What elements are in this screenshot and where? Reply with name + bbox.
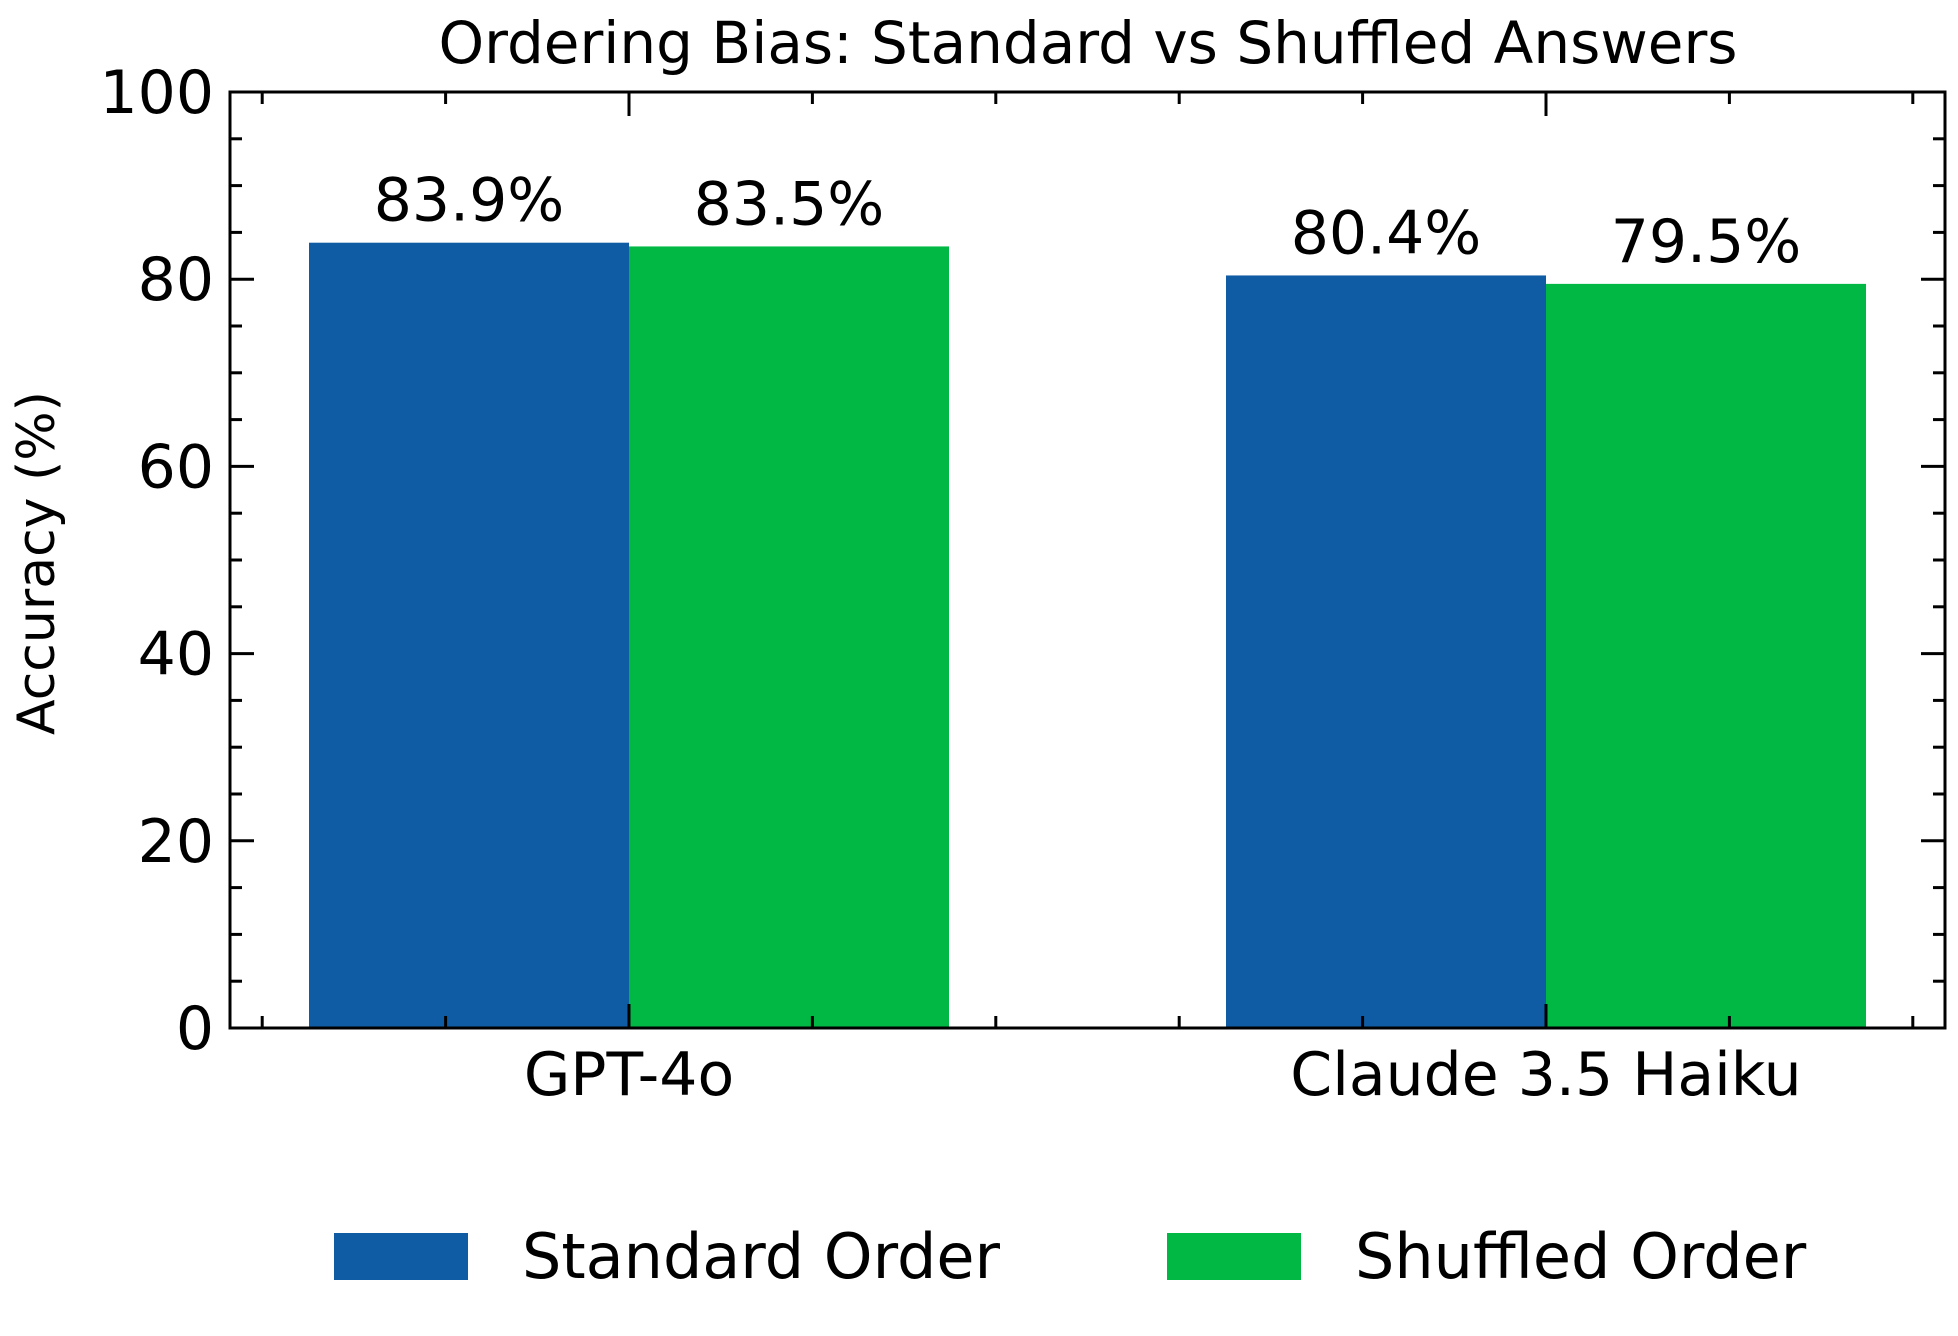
- y-tick-label: 0: [176, 994, 214, 1064]
- legend-label: Standard Order: [522, 1220, 1000, 1293]
- bar-data-label: 79.5%: [1611, 207, 1802, 277]
- x-tick-label: GPT-4o: [524, 1040, 734, 1110]
- legend-swatch-standard: [334, 1233, 468, 1280]
- y-axis-label: Accuracy (%): [7, 391, 67, 735]
- y-tick-label: 80: [138, 245, 214, 315]
- legend: Standard Order Shuffled Order: [334, 1220, 1807, 1293]
- y-tick-label: 20: [138, 807, 214, 877]
- bar-standard-0: [309, 242, 629, 1029]
- bar-data-label: 83.9%: [374, 166, 565, 236]
- plot-area: 83.9% 80.4% 83.5% 79.5% 0 20 40 60 80 100 GPT-4o Cl…: [99, 58, 1947, 1110]
- bar-shuffled-0: [629, 246, 949, 1028]
- y-tick-label: 100: [99, 58, 214, 128]
- legend-swatch-shuffled: [1167, 1233, 1301, 1280]
- bar-data-label: 80.4%: [1291, 198, 1482, 268]
- y-tick-label: 60: [138, 432, 214, 502]
- x-tick-label: Claude 3.5 Haiku: [1290, 1040, 1801, 1110]
- chart-title: Ordering Bias: Standard vs Shuffled Answ…: [438, 9, 1737, 77]
- legend-label: Shuffled Order: [1355, 1220, 1807, 1293]
- bar-standard-1: [1226, 275, 1546, 1028]
- bar-shuffled-1: [1546, 283, 1866, 1028]
- bar-data-label: 83.5%: [694, 169, 885, 239]
- y-tick-label: 40: [138, 620, 214, 690]
